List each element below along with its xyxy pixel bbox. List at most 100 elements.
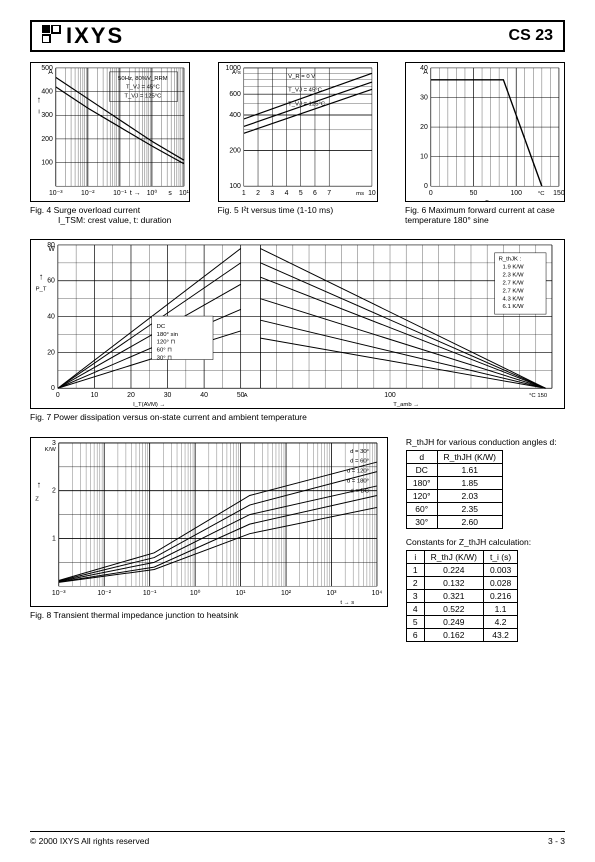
svg-text:600: 600 [229, 91, 241, 98]
fig5-chart: 1002004006001000A²s123456710msV_R = 0 VT… [218, 62, 378, 202]
svg-text:d = 60°: d = 60° [350, 458, 369, 464]
svg-text:°C 150: °C 150 [529, 394, 548, 400]
page-header: IXYS CS 23 [30, 20, 565, 52]
svg-text:0: 0 [56, 393, 60, 400]
fig4-chart: 100200300400500A↑I10⁻³10⁻²10⁻¹10⁰10¹t →s… [30, 62, 190, 202]
table-z-title: Constants for Z_thJH calculation: [406, 537, 565, 547]
svg-text:A²s: A²s [231, 70, 240, 76]
fig7-container: 020406080W↑P_T01020304050A100°C 150DC180… [30, 239, 565, 422]
svg-text:T_case: T_case [485, 200, 505, 201]
tables-container: R_thJH for various conduction angles d: … [406, 437, 565, 650]
svg-text:2.3 K/W: 2.3 K/W [503, 273, 524, 279]
svg-text:d = 30°: d = 30° [350, 448, 369, 454]
svg-text:20: 20 [420, 124, 428, 131]
svg-text:10¹: 10¹ [179, 190, 189, 197]
svg-text:60: 60 [47, 278, 55, 285]
svg-text:180° sin: 180° sin [157, 332, 178, 338]
svg-text:10⁻²: 10⁻² [97, 590, 111, 597]
fig8-caption: Fig. 8 Transient thermal impedance junct… [30, 610, 388, 620]
svg-text:2.7 K/W: 2.7 K/W [503, 289, 524, 295]
svg-text:A: A [48, 69, 53, 76]
svg-text:10⁻³: 10⁻³ [52, 590, 66, 597]
svg-text:4.3 K/W: 4.3 K/W [503, 297, 524, 303]
svg-text:100: 100 [229, 183, 241, 190]
logo: IXYS [42, 23, 124, 49]
svg-text:R_thJK :: R_thJK : [499, 257, 522, 263]
svg-text:10: 10 [91, 393, 99, 400]
svg-text:10¹: 10¹ [236, 590, 247, 597]
part-number: CS 23 [509, 27, 553, 45]
svg-text:400: 400 [41, 89, 53, 96]
svg-text:50: 50 [470, 190, 478, 197]
svg-text:5: 5 [298, 190, 302, 197]
fig5-container: 1002004006001000A²s123456710msV_R = 0 VT… [218, 62, 378, 225]
svg-text:10: 10 [420, 154, 428, 161]
svg-text:200: 200 [229, 148, 241, 155]
svg-text:20: 20 [47, 350, 55, 357]
svg-text:6.1 K/W: 6.1 K/W [503, 305, 524, 311]
fig4-caption: Fig. 4 Surge overload current I_TSM: cre… [30, 205, 190, 225]
svg-text:DC: DC [157, 324, 166, 330]
svg-text:6: 6 [313, 190, 317, 197]
svg-text:A: A [423, 69, 428, 76]
svg-text:1: 1 [241, 190, 245, 197]
svg-text:0: 0 [429, 190, 433, 197]
svg-text:1.9 K/W: 1.9 K/W [503, 265, 524, 271]
svg-text:t → s: t → s [340, 600, 354, 606]
svg-text:W: W [48, 246, 55, 253]
svg-text:10⁻²: 10⁻² [81, 190, 95, 197]
svg-text:30: 30 [420, 94, 428, 101]
svg-text:10: 10 [368, 190, 376, 197]
svg-text:40: 40 [200, 393, 208, 400]
svg-text:100: 100 [41, 160, 53, 167]
svg-text:20: 20 [127, 393, 135, 400]
svg-text:°C: °C [538, 191, 545, 197]
fig8-chart: 123K/W↑Z10⁻³10⁻²10⁻¹10⁰10¹10²10³10⁴t → s… [30, 437, 388, 607]
chart-row-3: 123K/W↑Z10⁻³10⁻²10⁻¹10⁰10¹10²10³10⁴t → s… [30, 437, 565, 650]
svg-text:↑: ↑ [39, 272, 43, 282]
copyright: © 2000 IXYS All rights reserved [30, 836, 149, 846]
chart-row-1: 100200300400500A↑I10⁻³10⁻²10⁻¹10⁰10¹t →s… [30, 62, 565, 225]
svg-text:60° ⊓: 60° ⊓ [157, 348, 173, 354]
svg-text:10⁻³: 10⁻³ [49, 190, 63, 197]
svg-text:10⁰: 10⁰ [190, 589, 201, 597]
svg-text:2: 2 [256, 190, 260, 197]
svg-text:d = 120°: d = 120° [347, 468, 369, 474]
svg-text:ms: ms [356, 191, 364, 197]
page-number: 3 - 3 [548, 836, 565, 846]
svg-text:↑: ↑ [37, 479, 41, 489]
svg-text:t →: t → [130, 190, 141, 197]
svg-text:T_VJ = 125°C: T_VJ = 125°C [124, 94, 162, 100]
svg-text:d = DC: d = DC [351, 488, 370, 494]
svg-text:30: 30 [164, 393, 172, 400]
fig6-container: 010203040A050100150°CT_case Fig. 6 Maxim… [405, 62, 565, 225]
svg-text:T_VJ = 45°C: T_VJ = 45°C [126, 85, 160, 91]
svg-text:7: 7 [327, 190, 331, 197]
svg-text:300: 300 [41, 112, 53, 119]
fig7-caption: Fig. 7 Power dissipation versus on-state… [30, 412, 565, 422]
logo-text: IXYS [66, 23, 124, 49]
fig7-chart: 020406080W↑P_T01020304050A100°C 150DC180… [30, 239, 565, 409]
svg-text:Z: Z [35, 496, 39, 502]
fig6-chart: 010203040A050100150°CT_case [405, 62, 565, 202]
fig4-container: 100200300400500A↑I10⁻³10⁻²10⁻¹10⁰10¹t →s… [30, 62, 190, 225]
svg-text:T_VJ = 45°C: T_VJ = 45°C [288, 88, 322, 94]
svg-text:10⁰: 10⁰ [147, 189, 158, 197]
fig6-caption: Fig. 6 Maximum forward current at case t… [405, 205, 565, 225]
fig5-caption: Fig. 5 I²t versus time (1-10 ms) [218, 205, 378, 215]
svg-text:V_R = 0 V: V_R = 0 V [288, 74, 315, 80]
svg-text:400: 400 [229, 112, 241, 119]
svg-text:30° ⊓: 30° ⊓ [157, 356, 173, 362]
table-rth: dR_thJH (K/W)DC1.61180°1.85120°2.0360°2.… [406, 450, 503, 529]
fig8-container: 123K/W↑Z10⁻³10⁻²10⁻¹10⁰10¹10²10³10⁴t → s… [30, 437, 388, 620]
svg-text:4: 4 [284, 190, 288, 197]
svg-text:100: 100 [384, 393, 396, 400]
svg-text:A: A [244, 394, 248, 400]
logo-icon [42, 23, 62, 49]
svg-text:10⁻¹: 10⁻¹ [113, 190, 127, 197]
svg-text:40: 40 [47, 314, 55, 321]
svg-text:0: 0 [51, 386, 55, 393]
table-z: iR_thJ (K/W)t_i (s)10.2240.00320.1320.02… [406, 550, 518, 642]
svg-text:T_VJ = 125°C: T_VJ = 125°C [288, 101, 326, 107]
svg-text:s: s [168, 190, 172, 197]
